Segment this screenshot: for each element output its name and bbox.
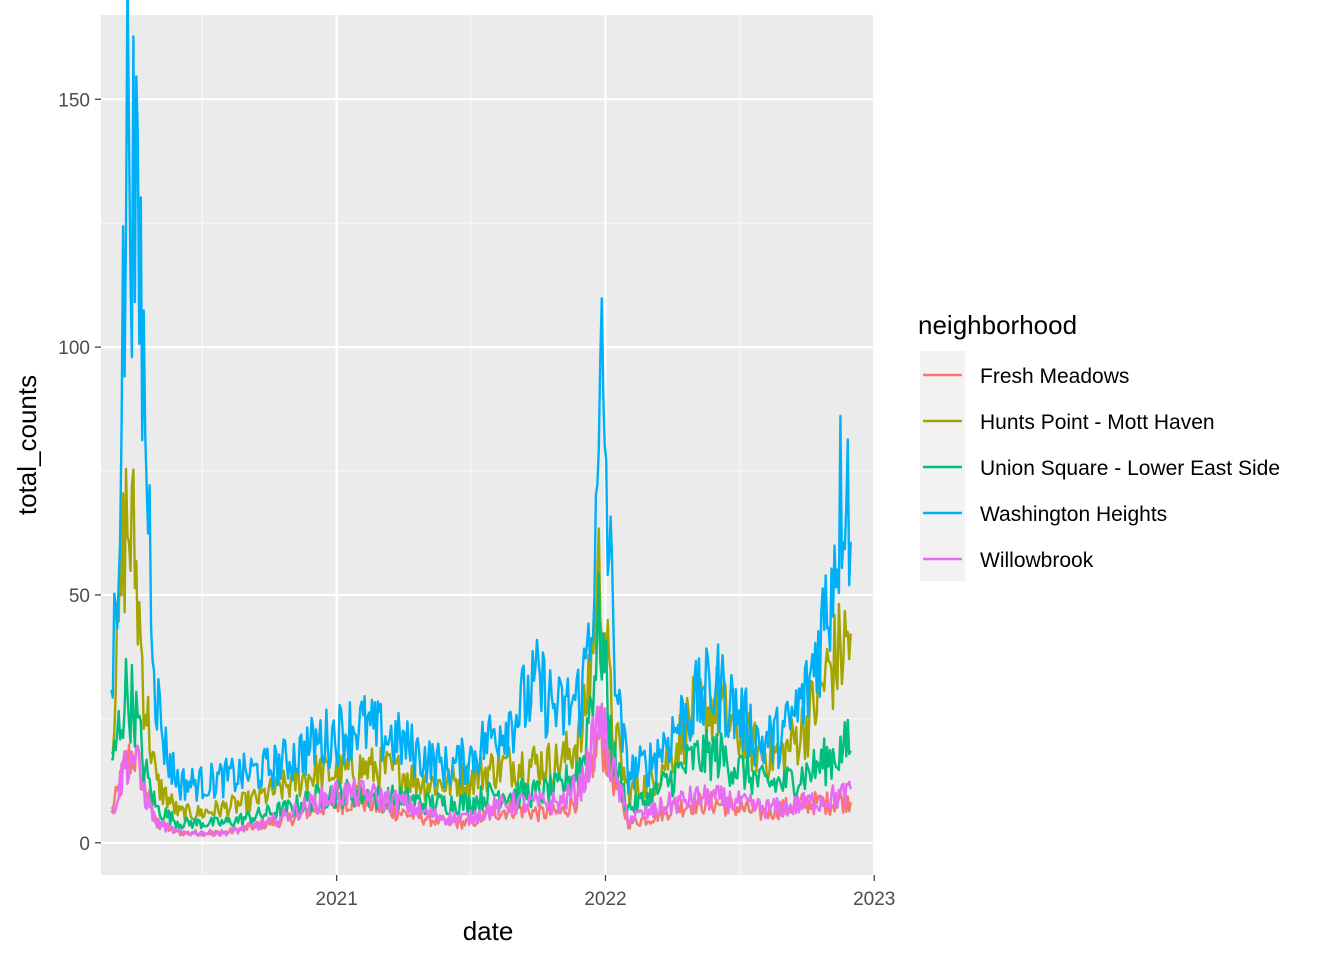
legend-label: Washington Heights	[980, 503, 1167, 526]
legend-label: Willowbrook	[980, 549, 1094, 572]
series-lines	[110, 0, 852, 837]
x-axis-title: date	[463, 916, 514, 946]
x-tick-label: 2022	[584, 889, 626, 910]
legend-label: Fresh Meadows	[980, 365, 1129, 388]
series-line	[110, 572, 852, 830]
major-gridlines	[101, 15, 876, 875]
legend-label: Hunts Point - Mott Haven	[980, 411, 1215, 434]
series-line	[110, 702, 852, 837]
y-axis-title: total_counts	[12, 375, 42, 515]
y-tick-label: 100	[58, 338, 90, 359]
minor-gridlines	[101, 15, 875, 875]
x-tick-label: 2023	[853, 889, 895, 910]
series-line	[110, 0, 852, 802]
y-axis: 0 50 100 150	[58, 90, 101, 855]
y-tick-label: 0	[79, 834, 90, 855]
legend-label: Union Square - Lower East Side	[980, 457, 1280, 480]
legend-items: Fresh Meadows Hunts Point - Mott Haven Uni…	[923, 365, 1280, 572]
x-tick-label: 2021	[316, 889, 358, 910]
legend-title: neighborhood	[918, 310, 1077, 340]
y-tick-label: 150	[58, 90, 90, 111]
y-tick-label: 50	[69, 586, 90, 607]
legend: neighborhood Fresh Meadows Hunts Point - …	[918, 310, 1280, 581]
x-axis: 2021 2022 2023	[316, 875, 895, 910]
